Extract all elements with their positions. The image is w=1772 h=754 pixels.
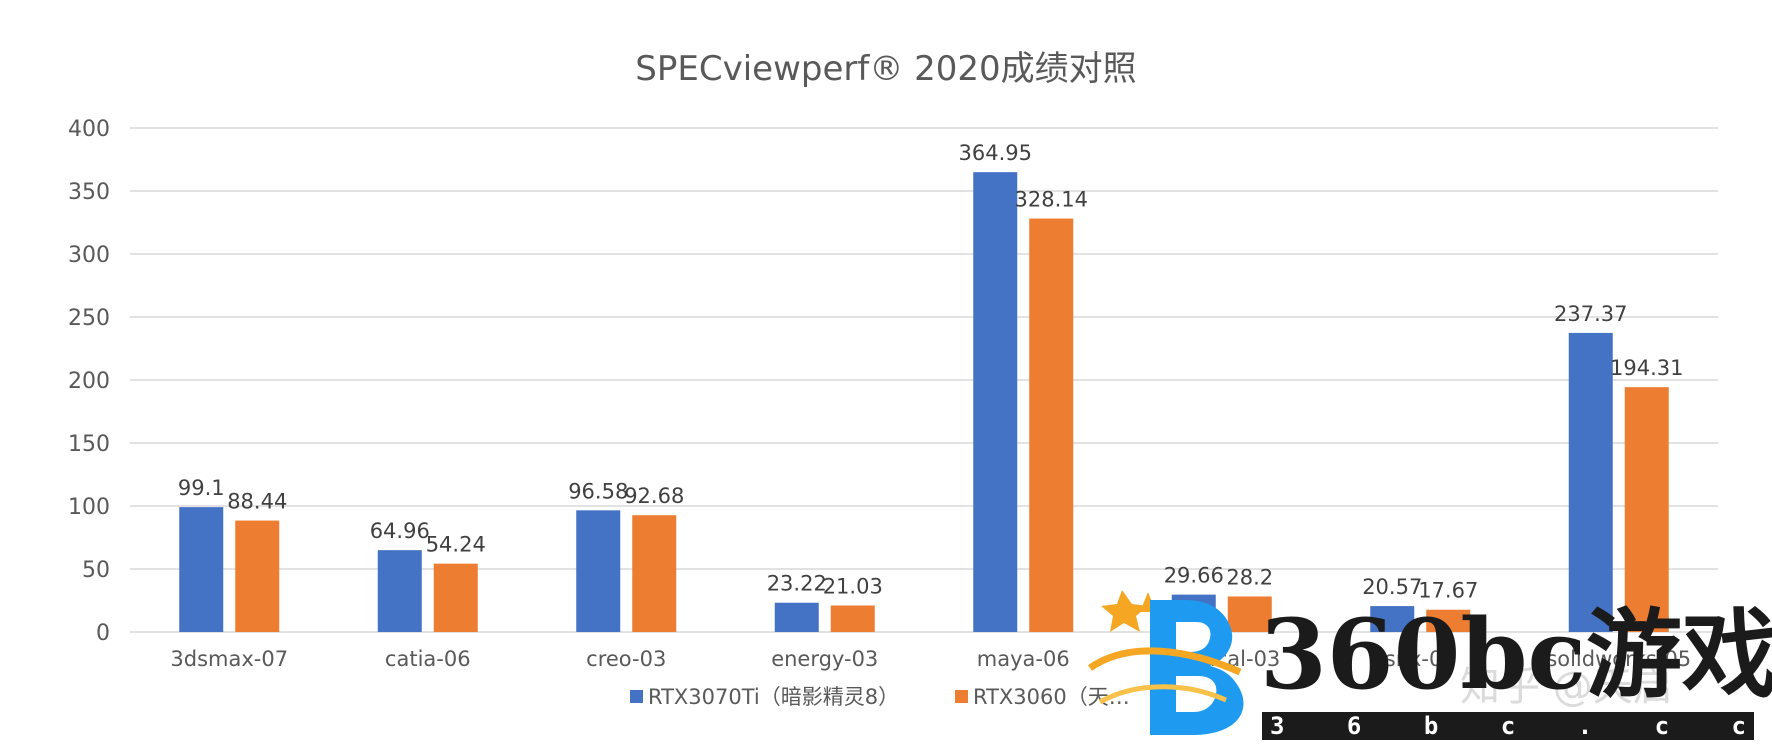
data-label: 99.1 <box>178 476 225 500</box>
x-category-label: maya-06 <box>977 647 1070 671</box>
y-tick-label-100: 100 <box>68 495 110 520</box>
legend-label-1: RTX3070Ti（暗影精灵8） <box>648 685 899 709</box>
bar-series-1 <box>576 510 621 632</box>
legend-swatch-2 <box>955 690 968 703</box>
y-tick-label-350: 350 <box>68 180 110 205</box>
grid-lines <box>130 127 1718 633</box>
data-label: 17.67 <box>1418 579 1478 603</box>
legend: RTX3070Ti（暗影精灵8） RTX3060（天… <box>630 685 1130 709</box>
data-label: 23.22 <box>767 572 827 596</box>
bar-series-2 <box>235 520 280 632</box>
data-label: 28.2 <box>1226 565 1273 589</box>
y-tick-label-0: 0 <box>96 621 110 646</box>
data-label: 29.66 <box>1164 564 1224 588</box>
bar-series-1 <box>1370 606 1415 632</box>
watermark-domain-bar <box>1262 712 1754 740</box>
watermark-domain-text: 3 6 b c . c c <box>1270 712 1746 740</box>
bar-series-2 <box>632 515 677 632</box>
bar-series-2 <box>1029 218 1074 633</box>
chart-title: SPECviewperf® 2020成绩对照 <box>635 49 1136 89</box>
bar-series-2 <box>1624 387 1669 632</box>
data-label: 88.44 <box>227 490 287 514</box>
data-label: 237.37 <box>1554 302 1627 326</box>
data-label: 364.95 <box>959 141 1032 165</box>
bar-series-1 <box>774 602 819 632</box>
data-label: 54.24 <box>426 533 486 557</box>
data-label: 20.57 <box>1362 575 1422 599</box>
bars <box>179 172 1669 633</box>
b-logo-icon <box>1087 590 1244 735</box>
bar-series-1 <box>179 507 224 632</box>
watermark-brand-text: 360bc游戏 <box>1260 598 1772 711</box>
data-label: 92.68 <box>624 484 684 508</box>
data-label: 21.03 <box>823 575 883 599</box>
data-label: 328.14 <box>1015 188 1088 212</box>
watermark-faint-text: 知乎 @天启 <box>1460 664 1673 710</box>
x-category-label: energy-03 <box>771 647 878 671</box>
x-category-label: creo-03 <box>586 647 666 671</box>
y-tick-label-50: 50 <box>82 558 110 583</box>
y-tick-label-400: 400 <box>68 117 110 142</box>
legend-label-2: RTX3060（天… <box>973 685 1130 709</box>
y-tick-label-250: 250 <box>68 306 110 331</box>
bar-series-1 <box>377 550 422 632</box>
data-label: 96.58 <box>568 479 628 503</box>
x-category-label: 3dsmax-07 <box>170 647 288 671</box>
x-category-label: catia-06 <box>385 647 471 671</box>
y-tick-label-300: 300 <box>68 243 110 268</box>
y-tick-label-150: 150 <box>68 432 110 457</box>
bar-series-1 <box>1568 332 1613 632</box>
bar-series-2 <box>433 563 478 632</box>
y-axis-ticks: 0 50 100 150 200 250 300 350 400 <box>68 117 110 646</box>
data-label: 64.96 <box>370 519 430 543</box>
bar-series-1 <box>973 172 1018 632</box>
x-category-label: solidworks-05 <box>1546 647 1691 671</box>
bar-series-2 <box>1426 609 1471 632</box>
data-label: 194.31 <box>1610 356 1683 380</box>
x-category-label: snx-04 <box>1385 647 1456 671</box>
watermark: 知乎 @天启 360bc游戏 3 6 b c . c c <box>1087 590 1772 740</box>
bar-series-2 <box>830 605 875 632</box>
bar-series-2 <box>1227 596 1272 632</box>
legend-swatch-1 <box>630 690 643 703</box>
y-tick-label-200: 200 <box>68 369 110 394</box>
